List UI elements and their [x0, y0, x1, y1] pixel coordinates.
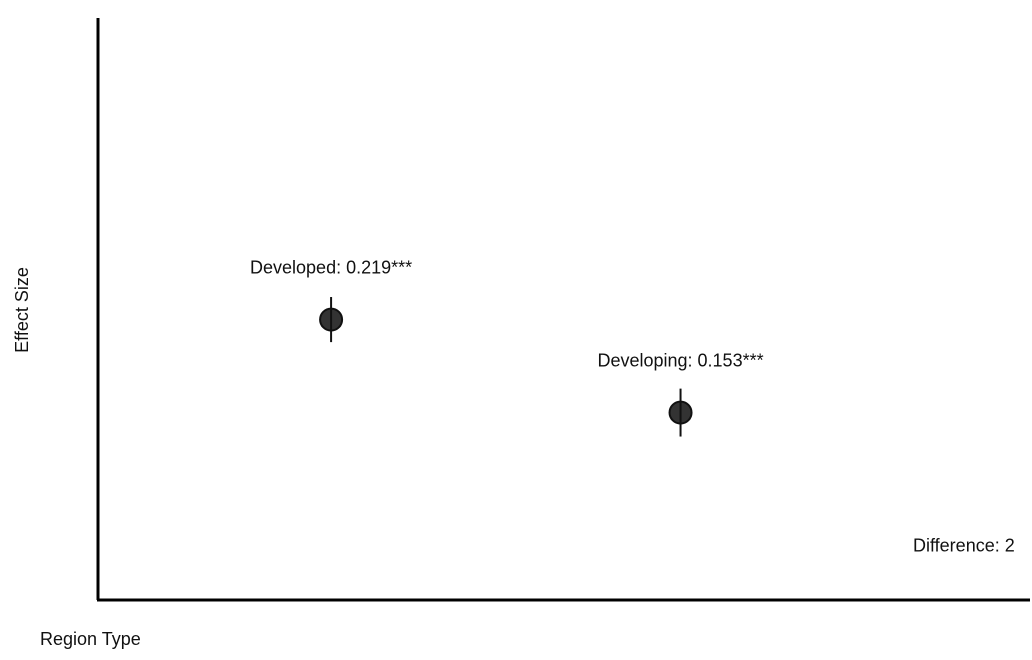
data-label: Developing: 0.153*** — [597, 351, 763, 371]
y-axis-label: Effect Size — [12, 267, 32, 353]
data-label: Developed: 0.219*** — [250, 258, 412, 278]
annotation: Difference: 2 — [913, 536, 1015, 556]
x-axis-label: Region Type — [40, 629, 141, 649]
